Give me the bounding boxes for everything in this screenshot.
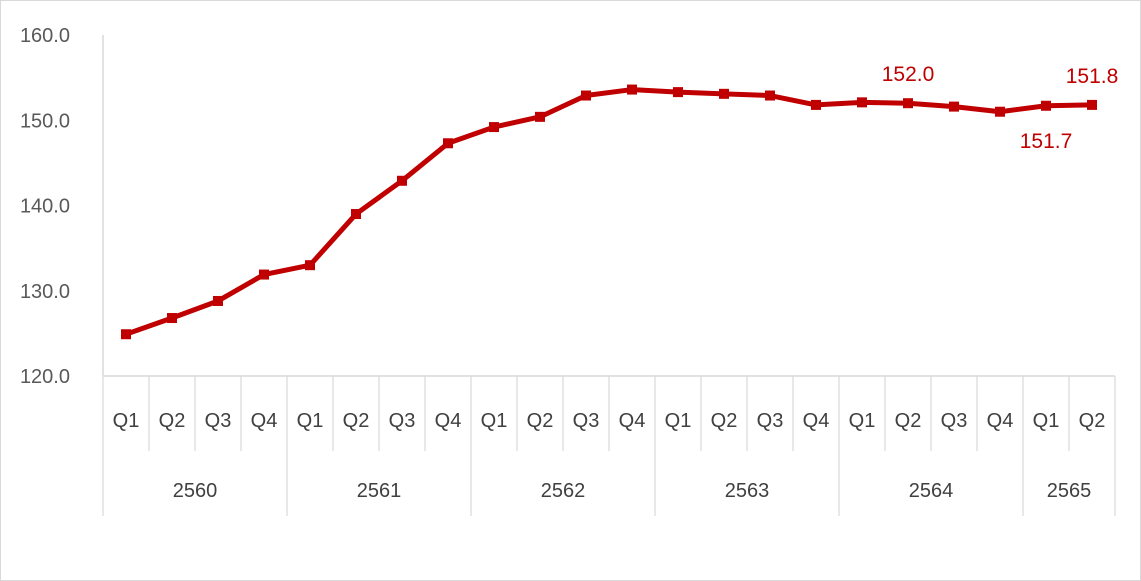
data-point-marker bbox=[765, 90, 775, 101]
x-axis: Q1 Q2 Q3 Q4 Q1 Q2 Q3 Q4 Q1 Q2 Q3 Q4 Q1 Q2 Q3 Q4 Q1 Q2 Q3 Q4… bbox=[102, 375, 1116, 516]
x-tick-label-quarter: Q1 bbox=[481, 410, 508, 432]
data-label: 151.7 bbox=[1020, 130, 1073, 153]
x-tick-label-quarter: Q4 bbox=[435, 410, 462, 432]
x-tick-label-quarter: Q2 bbox=[1079, 410, 1106, 432]
x-tick-label-year: 2565 bbox=[1047, 480, 1092, 502]
x-tick-label-year: 2564 bbox=[909, 480, 954, 502]
data-label: 152.0 bbox=[882, 63, 935, 86]
x-tick-label-quarter: Q4 bbox=[987, 410, 1014, 432]
x-tick-label-quarter: Q4 bbox=[619, 410, 646, 432]
data-point-marker bbox=[903, 98, 913, 109]
data-point-marker bbox=[121, 329, 131, 340]
x-tick-label-quarter: Q1 bbox=[297, 410, 324, 432]
x-tick-label-quarter: Q2 bbox=[895, 410, 922, 432]
x-tick-label-quarter: Q4 bbox=[803, 410, 830, 432]
data-label: 151.8 bbox=[1066, 65, 1119, 88]
x-tick-label-quarter: Q3 bbox=[757, 410, 784, 432]
data-point-marker bbox=[351, 209, 361, 220]
data-point-marker bbox=[1041, 100, 1051, 111]
x-tick-label-quarter: Q1 bbox=[665, 410, 692, 432]
x-tick-label-quarter: Q2 bbox=[159, 410, 186, 432]
data-point-marker bbox=[1087, 99, 1097, 110]
x-tick-label-year: 2562 bbox=[541, 480, 586, 502]
x-tick-label-year: 2561 bbox=[357, 480, 402, 502]
y-axis: 120.0 130.0 140.0 150.0 160.0 bbox=[20, 25, 104, 388]
data-point-marker bbox=[443, 138, 453, 149]
x-tick-label-quarter: Q1 bbox=[849, 410, 876, 432]
plot-area: 152.0 151.7 151.8 bbox=[121, 63, 1119, 340]
x-tick-label-quarter: Q2 bbox=[711, 410, 738, 432]
data-point-marker bbox=[857, 97, 867, 108]
x-tick-label-quarter: Q2 bbox=[527, 410, 554, 432]
data-point-marker bbox=[213, 295, 223, 306]
x-tick-label-quarter: Q1 bbox=[113, 410, 140, 432]
x-tick-label-quarter: Q4 bbox=[251, 410, 278, 432]
data-point-marker bbox=[259, 269, 269, 280]
y-tick-label: 130.0 bbox=[20, 281, 70, 303]
x-tick-label-quarter: Q3 bbox=[389, 410, 416, 432]
data-point-marker bbox=[305, 260, 315, 271]
data-point-marker bbox=[811, 99, 821, 110]
x-tick-label-year: 2563 bbox=[725, 480, 770, 502]
data-point-marker bbox=[719, 88, 729, 99]
y-tick-label: 120.0 bbox=[20, 366, 70, 388]
x-tick-label-quarter: Q1 bbox=[1033, 410, 1060, 432]
data-point-marker bbox=[489, 122, 499, 133]
data-point-marker bbox=[397, 175, 407, 186]
x-tick-label-quarter: Q2 bbox=[343, 410, 370, 432]
data-point-marker bbox=[627, 84, 637, 95]
y-tick-label: 150.0 bbox=[20, 110, 70, 132]
x-tick-label-quarter: Q3 bbox=[573, 410, 600, 432]
data-point-marker bbox=[673, 87, 683, 98]
y-tick-label: 160.0 bbox=[20, 25, 70, 47]
data-point-marker bbox=[535, 111, 545, 122]
data-point-marker bbox=[949, 101, 959, 112]
x-tick-label-quarter: Q3 bbox=[941, 410, 968, 432]
data-point-marker bbox=[167, 313, 177, 324]
x-tick-label-year: 2560 bbox=[173, 480, 218, 502]
series-line bbox=[123, 87, 1095, 337]
y-tick-label: 140.0 bbox=[20, 196, 70, 218]
data-point-marker bbox=[581, 90, 591, 101]
x-tick-label-quarter: Q3 bbox=[205, 410, 232, 432]
data-point-marker bbox=[995, 106, 1005, 117]
